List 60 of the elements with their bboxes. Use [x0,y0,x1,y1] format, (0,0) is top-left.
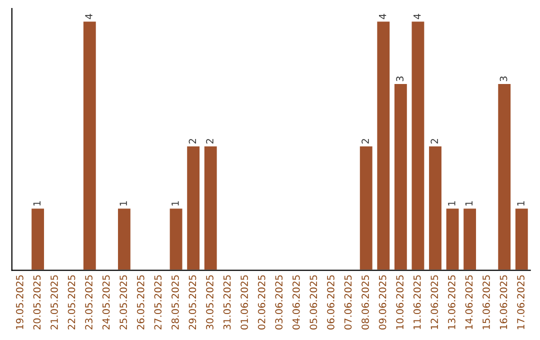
x-tick-label: 19.05.2025 [16,275,24,330]
x-tick-label: 12.06.2025 [430,275,438,330]
data-label: 4 [85,14,92,20]
data-label: 1 [120,201,127,206]
x-tick-label: 03.06.2025 [275,275,283,330]
data-label: 1 [517,201,524,206]
x-tick-label: 02.06.2025 [258,275,266,330]
x-tick-label: 01.06.2025 [240,275,248,330]
data-label: 1 [465,201,472,206]
x-tick-label: 30.05.2025 [206,275,214,330]
data-label: 4 [414,14,421,20]
bar [30,207,46,270]
bar [428,144,443,270]
bar [82,20,98,270]
x-tick-label: 20.05.2025 [33,275,41,330]
x-tick-label: 08.06.2025 [362,275,369,330]
bar [186,144,201,270]
x-tick-label: 27.05.2025 [154,275,162,330]
data-label: 3 [500,76,508,82]
x-tick-label: 10.06.2025 [396,275,404,330]
bar [358,144,374,270]
x-tick-label: 16.06.2025 [500,275,508,330]
data-label: 2 [362,139,369,144]
bar [462,207,478,270]
x-tick-label: 29.05.2025 [188,275,196,330]
x-tick-label: 17.06.2025 [517,275,524,330]
data-label: 2 [188,139,196,144]
x-tick-label: 26.05.2025 [136,275,144,330]
bar [410,20,426,270]
x-tick-label: 25.05.2025 [120,275,128,330]
data-label: 3 [396,76,404,82]
bar [376,20,392,270]
x-tick-label: 28.05.2025 [172,275,179,330]
bar [168,207,184,270]
bar [514,207,530,270]
x-tick-label: 24.05.2025 [102,275,110,330]
x-tick-label: 15.06.2025 [482,275,490,330]
data-label: 1 [448,201,456,206]
data-label: 2 [206,139,214,144]
data-label: 2 [430,139,438,144]
x-tick-label: 22.05.2025 [68,275,76,330]
x-tick-label: 05.06.2025 [310,275,318,330]
x-tick-label: 07.06.2025 [344,275,352,330]
bar [496,82,512,270]
bar [393,82,408,270]
x-tick-label: 23.05.2025 [85,275,92,330]
x-tick-label: 04.06.2025 [292,275,300,330]
data-label: 1 [172,201,179,206]
x-tick-label: 11.06.2025 [413,275,421,330]
data-label: 1 [33,201,40,206]
x-tick-label: 21.05.2025 [50,275,58,330]
bar [116,207,132,270]
bar [444,207,460,270]
x-tick-label: 06.06.2025 [327,275,334,330]
bar [202,144,218,270]
x-tick-label: 14.06.2025 [465,275,473,330]
x-tick-label: 13.06.2025 [448,275,456,330]
data-label: 4 [378,14,386,20]
x-tick-label: 31.05.2025 [223,275,231,330]
x-tick-label: 09.06.2025 [378,275,386,330]
